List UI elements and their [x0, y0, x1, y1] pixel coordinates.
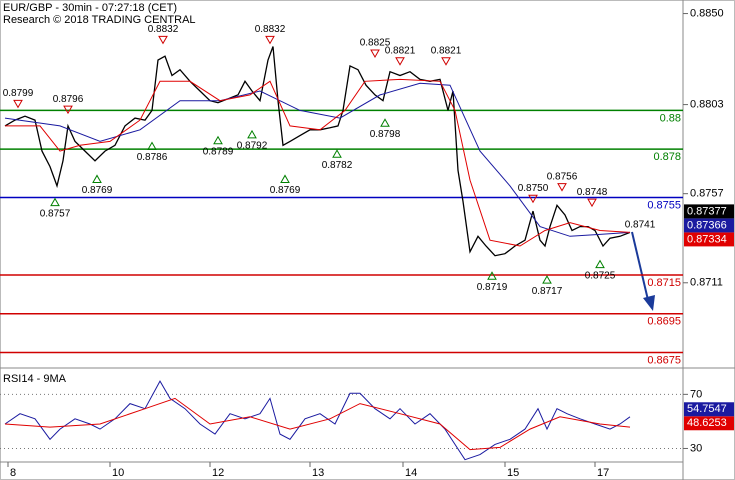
level-label: 0.8755: [647, 199, 681, 211]
low-marker: [542, 275, 552, 284]
forecast-arrowhead: [643, 295, 655, 311]
last-value-label: 54.7547: [687, 403, 727, 415]
chart-subtitle: Research © 2018 TRADING CENTRAL: [3, 14, 196, 26]
low-label: 0.8725: [585, 270, 616, 281]
low-marker: [595, 259, 605, 269]
high-marker: [395, 57, 405, 66]
x-tick-label: 10: [112, 467, 124, 479]
high-label: 0.8796: [53, 94, 84, 105]
low-marker: [147, 141, 157, 151]
high-marker: [557, 183, 567, 192]
high-marker: [528, 194, 538, 204]
high-label: 0.8799: [3, 88, 34, 99]
high-marker: [63, 105, 73, 115]
high-label: 0.8832: [255, 24, 286, 35]
high-marker: [370, 49, 380, 58]
high-label: 0.8821: [431, 45, 462, 56]
level-label: 0.88: [660, 112, 681, 124]
price-label: 0.8741: [625, 219, 656, 230]
rsi-title: RSI14 - 9MA: [3, 373, 67, 385]
series-line: [4, 46, 631, 257]
y-tick-label: 0.8757: [690, 188, 724, 200]
low-marker: [280, 174, 290, 183]
low-label: 0.8769: [82, 185, 113, 196]
series-line: [4, 82, 631, 237]
high-label: 0.8750: [518, 183, 549, 194]
level-label: 0.8695: [647, 316, 681, 328]
forecast-arrow: [631, 231, 649, 301]
low-marker: [487, 271, 497, 280]
high-label: 0.8832: [148, 24, 179, 35]
high-marker: [158, 35, 168, 45]
y-tick-label: 0.8711: [690, 277, 723, 289]
last-value-label: 0.87366: [687, 219, 727, 231]
low-label: 0.8798: [370, 129, 401, 140]
low-marker: [247, 129, 257, 139]
series-line: [5, 78, 631, 247]
last-value-label: 0.87334: [687, 233, 727, 245]
x-tick-label: 17: [597, 467, 609, 479]
series-line: [4, 397, 631, 451]
last-value-box: [684, 402, 734, 417]
low-label: 0.8786: [137, 152, 168, 163]
level-label: 0.878: [653, 151, 681, 163]
low-label: 0.8769: [270, 185, 301, 196]
last-value-label: 0.87377: [687, 205, 727, 217]
high-label: 0.8756: [547, 171, 578, 182]
low-label: 0.8782: [322, 160, 353, 171]
low-marker: [213, 135, 223, 145]
x-tick-label: 15: [507, 467, 519, 479]
y-tick-label: 0.8803: [690, 98, 724, 110]
high-marker: [13, 99, 23, 109]
y-tick-label: 30: [690, 442, 702, 454]
low-label: 0.8717: [532, 286, 563, 297]
low-marker: [332, 149, 342, 158]
low-label: 0.8757: [40, 208, 71, 219]
level-label: 0.8675: [647, 354, 681, 366]
high-label: 0.8825: [360, 38, 391, 49]
low-marker: [50, 197, 60, 207]
last-value-box: [684, 416, 734, 431]
level-label: 0.8715: [647, 277, 681, 289]
y-tick-label: 0.8850: [690, 7, 724, 19]
low-marker: [380, 118, 390, 127]
high-label: 0.8821: [385, 45, 416, 56]
x-tick-label: 8: [10, 467, 16, 479]
high-marker: [441, 57, 451, 66]
last-value-label: 48.6253: [687, 417, 727, 429]
low-marker: [92, 174, 102, 183]
low-label: 0.8789: [203, 146, 234, 157]
high-marker: [587, 198, 597, 208]
high-marker: [265, 35, 275, 45]
last-value-box: [684, 204, 734, 219]
high-label: 0.8748: [577, 187, 608, 198]
low-label: 0.8719: [477, 282, 508, 293]
y-tick-label: 70: [690, 388, 702, 400]
last-value-box: [684, 218, 734, 233]
series-line: [4, 380, 631, 461]
last-value-box: [684, 232, 734, 247]
x-tick-label: 13: [312, 467, 324, 479]
x-tick-label: 12: [212, 467, 224, 479]
x-tick-label: 14: [405, 467, 417, 479]
low-label: 0.8792: [237, 141, 268, 152]
chart-title: EUR/GBP - 30min - 07:27:18 (CET): [3, 2, 177, 14]
